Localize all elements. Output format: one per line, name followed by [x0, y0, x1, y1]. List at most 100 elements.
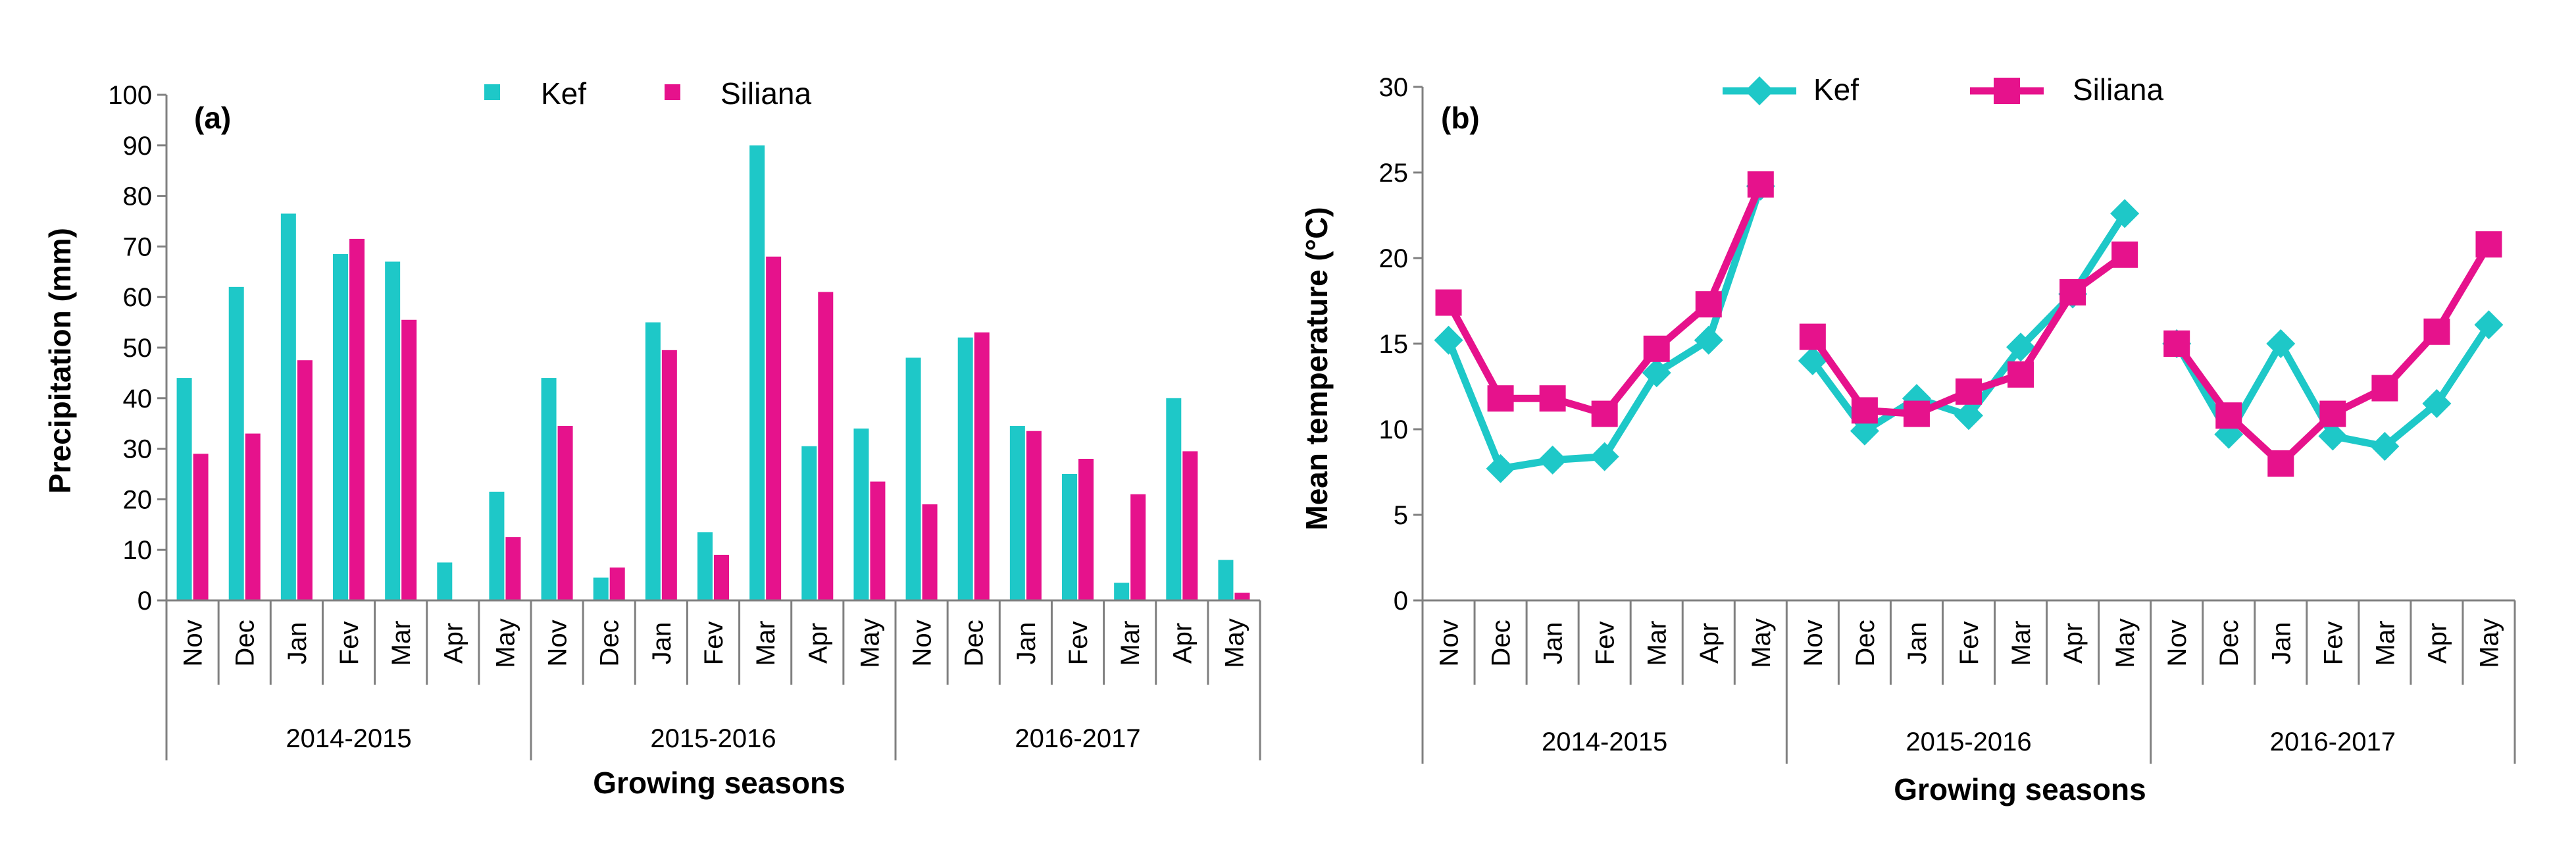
panel-a-y-tick-label: 30 — [123, 435, 153, 464]
panel-b-marker-siliana — [1903, 400, 1930, 427]
panel-a-bar-siliana — [1026, 431, 1042, 600]
panel-a-month-label: Jan — [283, 622, 312, 665]
panel-b-marker-kef — [2422, 389, 2452, 418]
panel-b-marker-kef — [2110, 199, 2140, 228]
panel-b-month-label: Nov — [2163, 620, 2192, 666]
panel-a-y-tick-label: 90 — [123, 132, 153, 161]
panel-b-marker-siliana — [2111, 241, 2138, 268]
panel-a-bar-siliana — [193, 454, 209, 600]
panel-a-bar-siliana — [505, 537, 521, 600]
panel-b-marker-siliana — [2267, 450, 2294, 477]
panel-b-marker-siliana — [1695, 291, 1722, 318]
panel-a-bar-kef — [1009, 426, 1025, 600]
panel-b-month-label: May — [2111, 618, 2140, 668]
panel-b-season-label: 2014-2015 — [1542, 727, 1667, 756]
panel-b-month-label: Fev — [2319, 621, 2348, 666]
panel-a-bar-siliana — [714, 554, 729, 600]
panel-b-marker-kef — [2474, 310, 2504, 340]
panel-b-legend-siliana-marker — [1994, 78, 2020, 104]
panel-a-bar-siliana — [1078, 458, 1094, 600]
panel-b-legend-kef-label: Kef — [1813, 72, 1859, 107]
panel-b-y-tick-label: 5 — [1394, 501, 1408, 530]
panel-a-month-label: Dec — [595, 620, 624, 666]
panel-a-y-tick-label: 0 — [138, 587, 152, 616]
panel-a-month-label: May — [855, 618, 884, 668]
panel-a-season-label: 2015-2016 — [650, 724, 776, 753]
panel-b-month-label: Jan — [2267, 622, 2296, 665]
panel-a-y-tick-label: 100 — [108, 81, 152, 110]
panel-a-bar-kef — [1166, 398, 1182, 600]
panel-a-bar-kef — [333, 253, 348, 600]
panel-b-marker-siliana — [2008, 361, 2034, 388]
panel-a-bar-siliana — [766, 256, 782, 600]
panel-b-marker-siliana — [2371, 375, 2398, 402]
panel-b-label: (b) — [1441, 101, 1480, 135]
panel-b-legend-siliana-label: Siliana — [2073, 72, 2164, 107]
panel-b-month-label: Fev — [1591, 621, 1620, 666]
panel-b-marker-siliana — [2215, 402, 2242, 429]
panel-b-month-label: Fev — [1955, 621, 1984, 666]
panel-a-y-tick-label: 70 — [123, 232, 153, 261]
panel-b-y-tick-label: 0 — [1394, 587, 1408, 616]
panel-a-bar-kef — [1062, 474, 1077, 600]
panel-b-marker-kef — [1434, 325, 1463, 355]
panel-a-month-label: Dec — [960, 620, 989, 666]
panel-b-marker-siliana — [1539, 385, 1566, 412]
panel-a-month-label: Apr — [803, 623, 832, 664]
panel-a-bar-siliana — [818, 292, 834, 600]
panel-a-bar-kef — [541, 378, 557, 600]
panel-a-bar-kef — [1218, 560, 1234, 600]
panel-a-bar-kef — [228, 286, 244, 600]
panel-a-month-label: Nov — [179, 620, 208, 666]
panel-a-season-label: 2014-2015 — [286, 724, 411, 753]
panel-a-month-label: May — [491, 618, 520, 668]
panel-a-legend-siliana-label: Siliana — [720, 76, 812, 111]
panel-a-month-label: Nov — [908, 620, 937, 666]
panel-a-month-label: Jan — [647, 622, 676, 665]
panel-a-month-label: Apr — [1168, 623, 1197, 664]
panel-b-y-tick-label: 20 — [1379, 244, 1409, 273]
panel-b-marker-kef — [1642, 358, 1671, 388]
panel-a-bar-kef — [385, 261, 401, 600]
panel-a-bar-siliana — [1234, 593, 1250, 600]
panel-a-y-tick-label: 10 — [123, 536, 153, 565]
panel-b-season-label: 2016-2017 — [2270, 727, 2396, 756]
panel-b-marker-siliana — [1435, 289, 1462, 316]
panel-b-marker-kef — [1538, 445, 1567, 475]
panel-a-bar-siliana — [974, 332, 990, 600]
panel-b-y-tick-label: 10 — [1379, 415, 1409, 444]
panel-b-marker-siliana — [1591, 400, 1618, 427]
panel-a-bar-siliana — [557, 426, 573, 600]
panel-a-month-label: Apr — [439, 623, 468, 664]
panel-b-marker-siliana — [1643, 335, 1670, 362]
panel-a-bar-siliana — [1182, 451, 1198, 600]
panel-b-y-tick-label: 15 — [1379, 330, 1409, 359]
panel-a-month-label: Fev — [1064, 621, 1093, 666]
panel-b-y-axis-title: Mean temperature (°C) — [1300, 207, 1334, 530]
panel-a-label: (a) — [194, 101, 231, 135]
panel-a-legend-kef-swatch — [484, 84, 500, 100]
panel-b-marker-kef — [1590, 442, 1619, 471]
panel-a-month-label: May — [1220, 618, 1249, 668]
panel-a-y-tick-label: 80 — [123, 182, 153, 211]
panel-a-y-tick-label: 60 — [123, 283, 153, 312]
panel-b-marker-kef — [2006, 332, 2036, 362]
panel-b-month-label: Jan — [1903, 622, 1932, 665]
panel-a-x-axis-title: Growing seasons — [593, 766, 845, 800]
panel-a-y-axis-title: Precipitation (mm) — [43, 228, 77, 494]
panel-a-bar-kef — [749, 145, 765, 601]
panel-b-month-label: Apr — [2423, 623, 2452, 664]
panel-b-temperature-chart: 0 5 10 15 20 25 30 Nov Dec Jan Fev Mar Apr May Nov Dec… — [1300, 72, 2516, 806]
panel-a-bar-kef — [905, 357, 921, 600]
panel-a-season-label: 2016-2017 — [1015, 724, 1140, 753]
panel-b-marker-siliana — [2423, 318, 2450, 345]
panel-a-month-label: Mar — [751, 621, 780, 666]
panel-a-legend-kef-label: Kef — [541, 76, 586, 111]
panel-a-bar-siliana — [609, 567, 625, 600]
panel-a-y-tick-label: 40 — [123, 384, 153, 413]
panel-b-marker-siliana — [1851, 397, 1878, 424]
panel-b-marker-siliana — [1747, 171, 1774, 198]
panel-b-month-label: Apr — [2059, 623, 2088, 664]
panel-b-month-label: Nov — [1799, 620, 1828, 666]
panel-b-marker-siliana — [2163, 330, 2190, 357]
